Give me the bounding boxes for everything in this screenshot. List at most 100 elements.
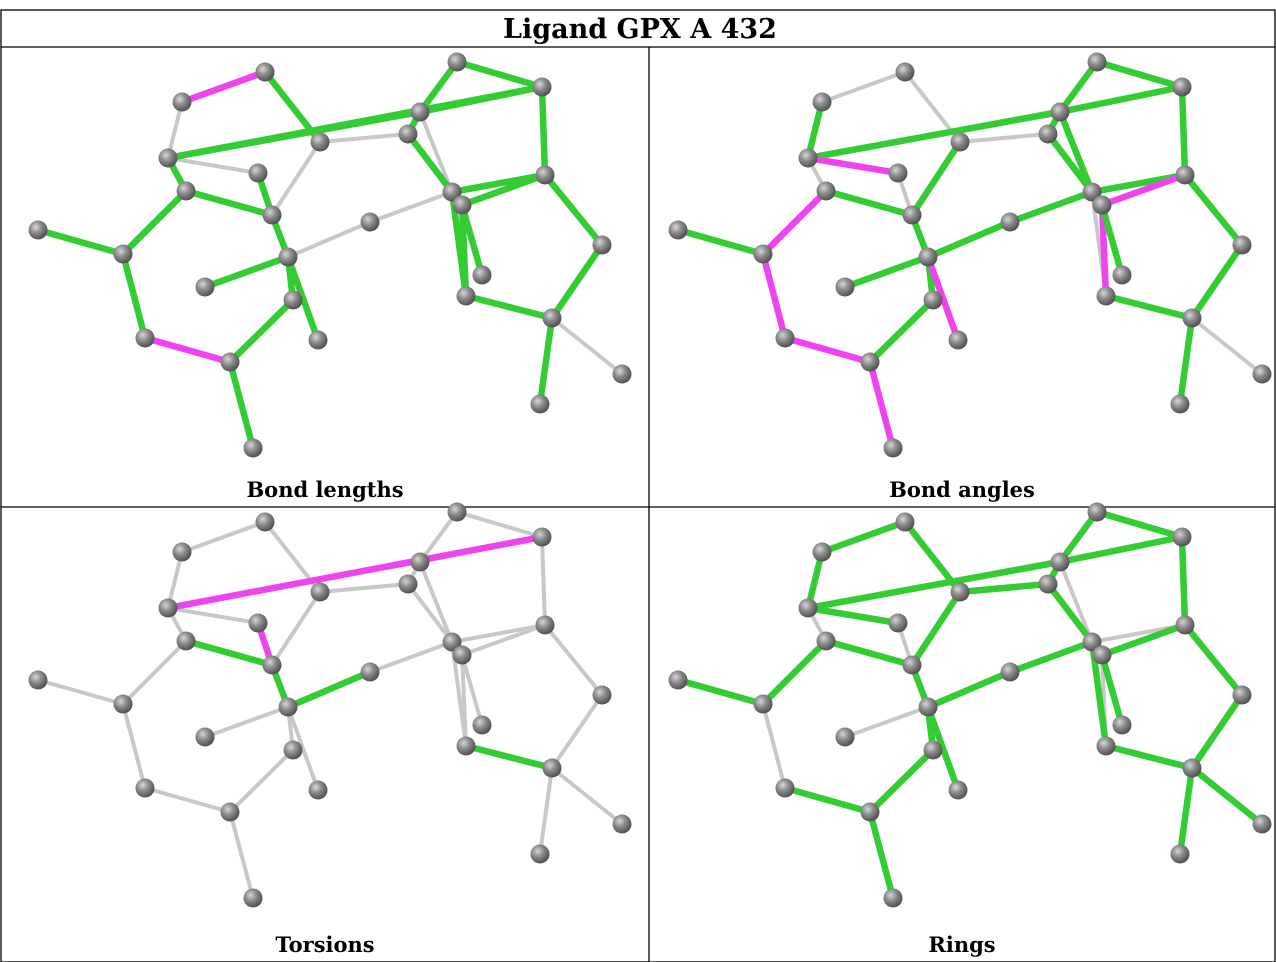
atom (278, 697, 298, 717)
bond-ok (462, 292, 556, 322)
atom (948, 780, 968, 800)
bond-ok (1178, 533, 1189, 629)
bond-ok (1093, 58, 1186, 91)
atom (1232, 685, 1252, 705)
bond-ok (458, 171, 549, 209)
bond-neutral (180, 520, 267, 554)
bond-ok (1098, 651, 1126, 729)
atom (398, 124, 418, 144)
bond-ok (1056, 83, 1186, 116)
atom (812, 542, 832, 562)
atom (816, 631, 836, 651)
atom (456, 736, 476, 756)
atom (753, 244, 773, 264)
bond-neutral (36, 678, 125, 706)
atom (918, 697, 938, 717)
panel-torsions: Torsions (28, 502, 632, 957)
bond-ok (541, 171, 606, 249)
atom (442, 182, 462, 202)
atom (592, 235, 612, 255)
bond-ok (866, 746, 937, 816)
atom (447, 502, 467, 522)
bond-neutral (460, 623, 547, 657)
atom (278, 247, 298, 267)
bond-ok (1181, 621, 1246, 699)
atom (243, 438, 263, 458)
caption-torsions: Torsions (275, 932, 374, 957)
bond-ok (804, 558, 1064, 612)
atom (1170, 394, 1190, 414)
atom (542, 758, 562, 778)
bond-neutral (460, 653, 484, 727)
atom (1175, 615, 1195, 635)
bond-ok (1056, 533, 1186, 566)
atom (535, 615, 555, 635)
atom (1182, 758, 1202, 778)
atom (592, 685, 612, 705)
bond-neutral (368, 190, 454, 224)
atom (452, 645, 472, 665)
bond-lengths-bonds (34, 58, 624, 452)
atom (1038, 124, 1058, 144)
bond-ok (924, 668, 1014, 711)
atom (452, 195, 472, 215)
bond-neutral (270, 140, 322, 217)
bond-outlier (759, 187, 830, 258)
atom (220, 802, 240, 822)
bond-neutral (843, 705, 930, 739)
atom (668, 670, 688, 690)
atom (1092, 645, 1112, 665)
atom (1000, 662, 1020, 682)
bond-neutral (450, 623, 547, 644)
bond-ok (182, 187, 276, 219)
atom (923, 290, 943, 310)
bond-neutral (270, 590, 322, 667)
bond-ok (1056, 108, 1096, 196)
atom (812, 92, 832, 112)
bond-ok (119, 250, 149, 342)
atom (883, 438, 903, 458)
atom (1096, 736, 1116, 756)
bond-ok (1176, 314, 1196, 408)
bond-neutral (418, 510, 459, 564)
atom (283, 290, 303, 310)
atom (1096, 286, 1116, 306)
atom (195, 277, 215, 297)
atom (950, 582, 970, 602)
bond-ok (1098, 201, 1126, 279)
bond-ok (1056, 58, 1101, 116)
bond-ok (1006, 188, 1096, 226)
bond-ok (1181, 171, 1246, 249)
atom (220, 352, 240, 372)
molecule-torsions (28, 502, 632, 908)
bond-ok (1188, 764, 1266, 828)
bond-ok (1188, 241, 1246, 322)
atom (135, 778, 155, 798)
bond-ok (781, 784, 874, 816)
atom (472, 715, 492, 735)
atom (308, 780, 328, 800)
bond-neutral (958, 132, 1050, 144)
atom (360, 212, 380, 232)
rings-atoms (668, 502, 1272, 908)
bond-outlier (164, 533, 546, 612)
figure-title: Ligand GPX A 432 (503, 14, 777, 45)
atom (1170, 844, 1190, 864)
bond-ok (182, 637, 276, 669)
atom (775, 328, 795, 348)
bond-ok (956, 580, 1052, 596)
bond-neutral (538, 766, 554, 856)
bond-outlier (759, 250, 789, 342)
bond-outlier (1098, 201, 1110, 300)
bond-ok (1044, 130, 1096, 196)
caption-bond-lengths: Bond lengths (246, 477, 403, 502)
torsions-bonds (36, 510, 624, 900)
bond-ok (1098, 621, 1189, 659)
atom (860, 802, 880, 822)
torsions-atoms (28, 502, 632, 908)
atom (310, 582, 330, 602)
bond-ok (841, 253, 932, 291)
atom (410, 102, 430, 122)
bond-neutral (143, 786, 232, 814)
